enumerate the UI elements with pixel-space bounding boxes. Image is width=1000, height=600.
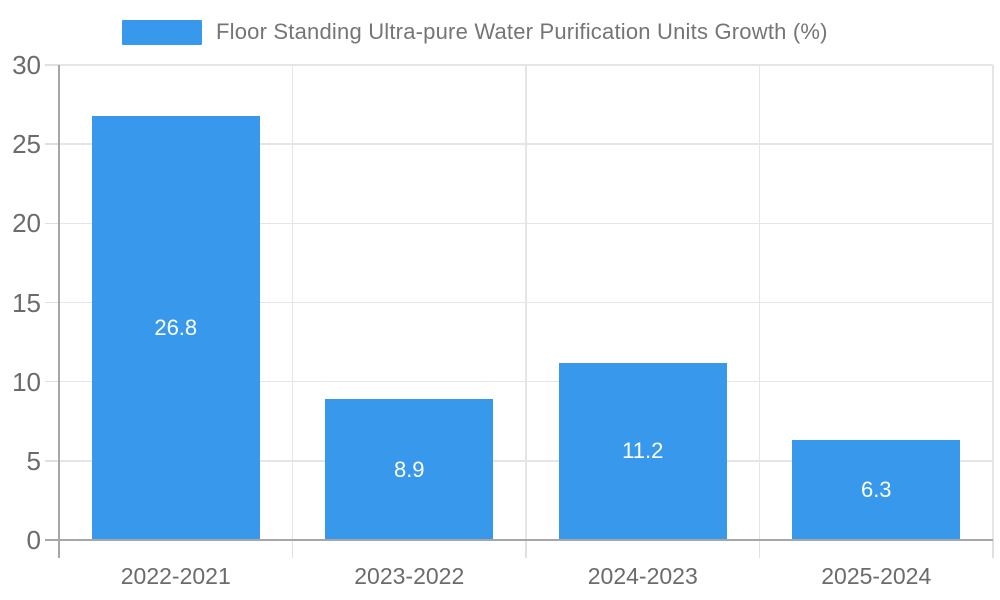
x-axis-tick-label: 2025-2024: [821, 563, 932, 589]
x-axis-tick-label: 2024-2023: [587, 563, 698, 589]
legend-swatch: [122, 19, 202, 45]
y-axis-tick-mark: [45, 380, 59, 383]
y-axis-tick-mark: [45, 222, 59, 225]
y-axis-tick-label: 30: [12, 50, 41, 80]
y-axis-tick-mark: [45, 64, 59, 66]
y-axis-tick-mark: [45, 539, 59, 541]
gridline-vertical: [525, 65, 527, 540]
bar-2022-2021[interactable]: [91, 115, 260, 540]
x-axis-tick-mark: [758, 540, 761, 558]
y-axis-tick-mark: [45, 301, 59, 304]
x-axis-tick-mark: [291, 540, 294, 558]
legend-item[interactable]: Floor Standing Ultra-pure Water Purifica…: [122, 17, 828, 47]
gridline-horizontal: [59, 64, 993, 66]
y-axis-tick-label: 10: [12, 366, 41, 397]
y-axis-tick-label: 5: [26, 445, 41, 476]
gridline-vertical: [291, 65, 294, 540]
x-axis-tick-label: 2023-2022: [354, 563, 465, 589]
y-axis-tick-label: 15: [12, 287, 41, 318]
y-axis-tick-label: 25: [12, 129, 41, 160]
x-axis-tick-mark: [992, 540, 994, 558]
gridline-vertical: [992, 65, 994, 540]
y-axis-tick-mark: [45, 460, 59, 462]
bar-2023-2022[interactable]: [325, 399, 494, 540]
y-axis-tick-mark: [45, 143, 59, 145]
x-axis-tick-mark: [525, 540, 527, 558]
gridline-vertical: [758, 65, 761, 540]
bar-2025-2024[interactable]: [792, 440, 961, 540]
y-axis-tick-label: 20: [12, 208, 41, 239]
y-axis-line: [58, 65, 60, 558]
y-axis-tick-label: 0: [26, 525, 41, 555]
legend-label: Floor Standing Ultra-pure Water Purifica…: [216, 19, 828, 44]
x-axis-tick-label: 2022-2021: [120, 563, 231, 589]
bar-2024-2023[interactable]: [558, 362, 727, 540]
